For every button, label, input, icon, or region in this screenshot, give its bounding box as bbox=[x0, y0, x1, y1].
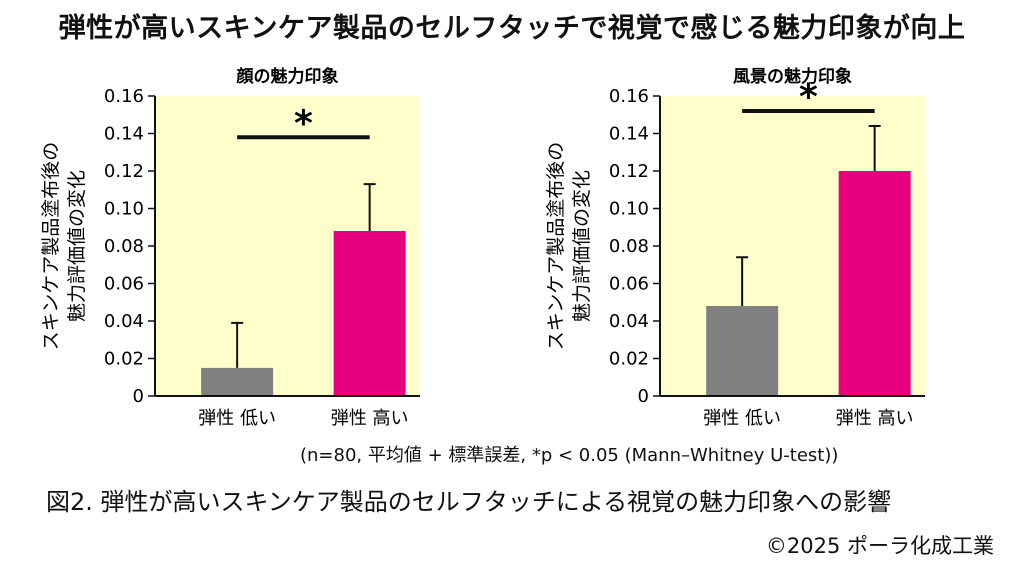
y-tick-label: 0 bbox=[638, 386, 649, 407]
y-tick-label: 0.04 bbox=[104, 311, 144, 332]
category-label: 弾性 高い bbox=[331, 408, 409, 429]
copyright: ©2025 ポーラ化成工業 bbox=[765, 534, 994, 558]
y-tick-label: 0.02 bbox=[104, 349, 144, 370]
y-axis-label: スキンケア製品塗布後の bbox=[544, 142, 567, 350]
y-tick-label: 0.10 bbox=[104, 199, 144, 220]
y-tick-label: 0.10 bbox=[609, 199, 649, 220]
bar bbox=[201, 367, 274, 396]
main-title: 弾性が高いスキンケア製品のセルフタッチで視覚で感じる魅力印象が向上 bbox=[58, 13, 966, 44]
y-axis-label: 魅力評価値の変化 bbox=[66, 170, 88, 322]
category-label: 弾性 低い bbox=[703, 408, 781, 429]
bar bbox=[838, 171, 911, 396]
y-tick-label: 0.08 bbox=[609, 236, 649, 257]
y-tick-label: 0.02 bbox=[609, 349, 649, 370]
y-tick-label: 0.16 bbox=[104, 86, 144, 107]
y-tick-label: 0.14 bbox=[104, 124, 144, 145]
y-axis-label: スキンケア製品塗布後の bbox=[39, 142, 62, 350]
panel-title: 風景の魅力印象 bbox=[733, 66, 852, 87]
panel-title: 顔の魅力印象 bbox=[236, 66, 339, 87]
category-label: 弾性 低い bbox=[198, 408, 276, 429]
category-label: 弾性 高い bbox=[836, 408, 914, 429]
bar bbox=[333, 231, 406, 396]
y-axis-label: 魅力評価値の変化 bbox=[571, 170, 593, 322]
y-tick-label: 0.16 bbox=[609, 86, 649, 107]
y-tick-label: 0.08 bbox=[104, 236, 144, 257]
y-tick-label: 0.12 bbox=[609, 161, 649, 182]
bar bbox=[706, 306, 779, 396]
y-tick-label: 0.06 bbox=[104, 274, 144, 295]
y-tick-label: 0.14 bbox=[609, 124, 649, 145]
y-tick-label: 0.12 bbox=[104, 161, 144, 182]
y-tick-label: 0.06 bbox=[609, 274, 649, 295]
statistics-note: (n=80, 平均値 + 標準誤差, *p < 0.05 (Mann–Whitn… bbox=[300, 445, 839, 466]
figure-caption: 図2. 弾性が高いスキンケア製品のセルフタッチによる視覚の魅力印象への影響 bbox=[46, 488, 892, 516]
significance-marker: * bbox=[799, 77, 818, 118]
y-tick-label: 0.04 bbox=[609, 311, 649, 332]
y-tick-label: 0 bbox=[133, 386, 144, 407]
significance-marker: * bbox=[294, 103, 313, 144]
